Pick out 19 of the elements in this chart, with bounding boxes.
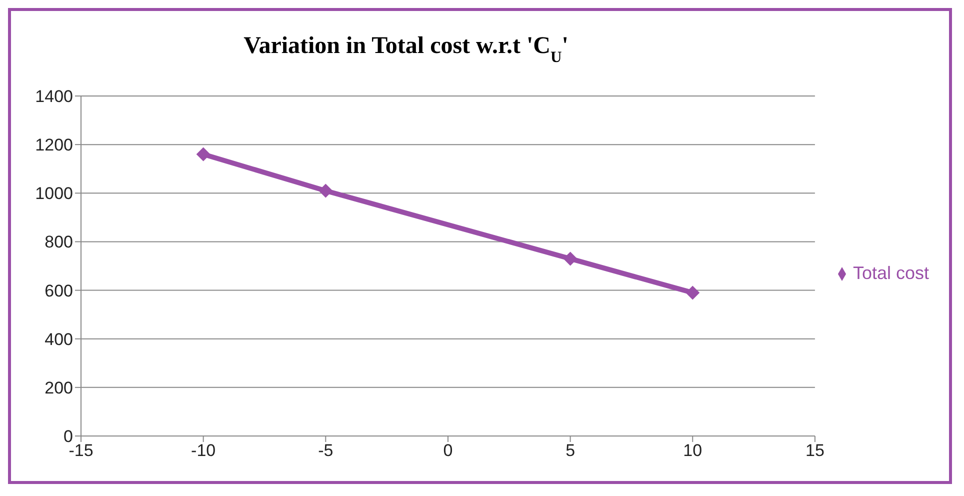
x-tick-label: 15	[805, 441, 824, 460]
y-tick-label: 1200	[35, 136, 73, 155]
x-tick-label: -10	[191, 441, 216, 460]
chart-title: Variation in Total cost w.r.t 'C$_{U}$'	[244, 33, 568, 66]
y-tick-label: 600	[44, 281, 73, 300]
point	[563, 252, 578, 266]
point	[686, 286, 700, 300]
x-tick-label: 10	[683, 441, 702, 460]
y-tick-label: 1400	[35, 87, 73, 106]
x-tick-label: 0	[443, 441, 453, 460]
x-tick-label: 5	[566, 441, 576, 460]
point	[196, 147, 210, 162]
legend-label: Total cost	[852, 263, 929, 283]
y-tick-label: 200	[44, 378, 73, 398]
y-tick-label: 400	[44, 330, 73, 349]
y-tick-label: 1000	[35, 184, 73, 204]
point	[318, 184, 333, 198]
x-tick-label: -5	[318, 441, 334, 460]
y-tick-label: 800	[44, 232, 73, 252]
